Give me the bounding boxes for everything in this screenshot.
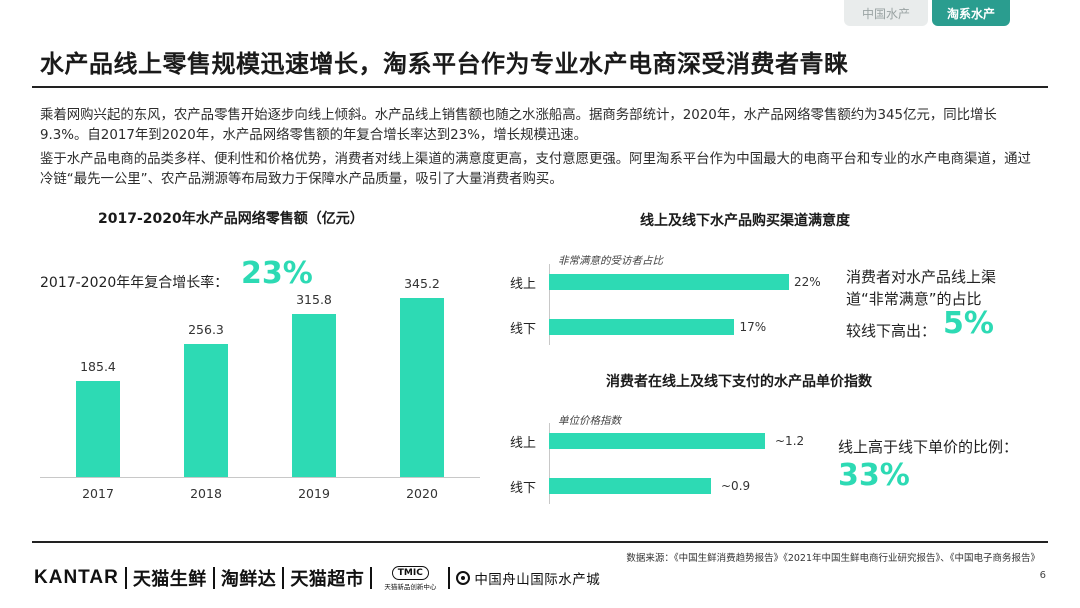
retail-bar-value: 345.2 xyxy=(404,276,440,292)
satisfaction-note-prefix: 较线下高出： xyxy=(846,322,937,340)
satisfaction-note-text: 消费者对水产品线上渠道“非常满意”的占比 xyxy=(846,268,997,308)
cagr-label: 2017-2020年年复合增长率： xyxy=(40,275,229,291)
partner-logos: KANTAR 天猫生鲜 淘鲜达 天猫超市 TMIC 天猫新品创新中心 中国舟山国… xyxy=(34,565,601,591)
retail-chart-title: 2017-2020年水产品网络零售额（亿元） xyxy=(98,211,364,227)
cagr-value: 23% xyxy=(241,256,313,291)
h-bar-value: 22% xyxy=(794,275,821,289)
kantar-logo: KANTAR xyxy=(34,567,119,588)
retail-bar-value: 256.3 xyxy=(188,322,224,338)
satisfaction-chart-title: 线上及线下水产品购买渠道满意度 xyxy=(640,213,850,229)
price-diff-value: 33% xyxy=(838,458,910,493)
retail-bar xyxy=(292,313,336,477)
h-bar-category: 线下 xyxy=(510,322,537,337)
taoxianda-logo: 淘鲜达 xyxy=(220,569,277,590)
retail-bar-category: 2019 xyxy=(298,486,330,501)
tab-china-aquatic[interactable]: 中国水产 xyxy=(844,0,928,26)
logo-separator xyxy=(212,567,215,589)
page-number: 6 xyxy=(1039,570,1046,581)
price-chart-subtitle: 单位价格指数 xyxy=(558,415,621,427)
price-chart-title: 消费者在线上及线下支付的水产品单价指数 xyxy=(606,374,872,390)
retail-bar-category: 2018 xyxy=(190,486,222,501)
page-title: 水产品线上零售规模迅速增长，淘系平台作为专业水产电商深受消费者青睐 xyxy=(40,50,849,78)
retail-bar xyxy=(184,344,228,477)
tmall-supermarket-logo: 天猫超市 xyxy=(290,569,365,590)
logo-separator xyxy=(448,567,451,589)
h-axis-line xyxy=(549,423,550,504)
zhoushan-port-icon xyxy=(456,571,471,585)
satisfaction-chart-subtitle: 非常满意的受访者占比 xyxy=(558,255,663,267)
h-bar-value: 17% xyxy=(739,320,767,334)
title-divider xyxy=(32,86,1048,88)
tmall-fresh-logo: 天猫生鲜 xyxy=(132,569,207,590)
retail-bar-value: 185.4 xyxy=(80,359,116,375)
zhoushan-market-logo: 中国舟山国际水产城 xyxy=(474,572,601,588)
intro-paragraph-2: 鉴于水产品电商的品类多样、便利性和价格优势，消费者对线上渠道的满意度更高，支付意… xyxy=(40,152,1031,187)
satisfaction-diff-value: 5% xyxy=(943,306,994,341)
h-axis-line xyxy=(549,264,550,345)
h-bar-value: ~0.9 xyxy=(721,479,751,493)
h-bar-category: 线上 xyxy=(510,436,537,451)
data-source: 数据来源：《中国生鲜消费趋势报告》《2021年中国生鲜电商行业研究报告》、《中国… xyxy=(626,553,1040,564)
logo-separator xyxy=(370,567,373,589)
tmic-badge: TMIC xyxy=(391,565,429,580)
retail-bar xyxy=(76,381,120,477)
h-bar-value: ~1.2 xyxy=(775,434,805,448)
h-bar xyxy=(549,478,711,494)
logo-separator xyxy=(282,567,285,589)
h-bar-category: 线下 xyxy=(510,481,537,496)
h-bar-category: 线上 xyxy=(510,277,537,292)
retail-chart-baseline xyxy=(40,477,480,478)
retail-bar-category: 2017 xyxy=(82,486,114,501)
section-tabs: 中国水产 淘系水产 xyxy=(844,0,1010,26)
intro-paragraph-1: 乘着网购兴起的东风，农产品零售开始逐步向线上倾斜。水产品线上销售额也随之水涨船高… xyxy=(40,108,997,143)
retail-bar xyxy=(400,298,444,477)
logo-separator xyxy=(124,567,127,589)
h-bar xyxy=(549,274,789,290)
tab-taoxi-aquatic[interactable]: 淘系水产 xyxy=(932,0,1010,26)
h-bar xyxy=(549,433,765,449)
retail-bar-category: 2020 xyxy=(406,486,438,501)
h-bar xyxy=(549,319,735,335)
tmic-subtitle: 天猫新品创新中心 xyxy=(384,582,437,591)
price-note-text: 线上高于线下单价的比例： xyxy=(838,438,1019,456)
tmic-logo: TMIC 天猫新品创新中心 xyxy=(384,565,437,591)
retail-bar-value: 315.8 xyxy=(296,291,332,307)
footer-divider xyxy=(32,541,1048,543)
